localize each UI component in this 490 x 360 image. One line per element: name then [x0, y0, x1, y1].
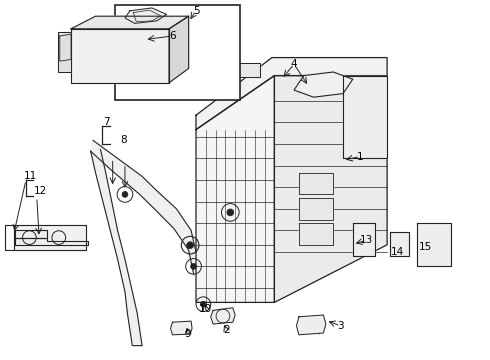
Text: 10: 10 — [199, 304, 212, 314]
Text: 7: 7 — [103, 117, 110, 127]
Polygon shape — [196, 58, 387, 130]
Text: 2: 2 — [223, 325, 230, 336]
Polygon shape — [15, 230, 47, 238]
Text: 9: 9 — [185, 329, 192, 339]
Polygon shape — [211, 63, 260, 77]
Text: 11: 11 — [24, 171, 37, 181]
Polygon shape — [58, 32, 71, 72]
Circle shape — [227, 209, 234, 216]
Text: 3: 3 — [337, 321, 344, 331]
Polygon shape — [417, 223, 451, 266]
Polygon shape — [296, 315, 326, 335]
Text: 5: 5 — [193, 6, 199, 16]
Circle shape — [122, 192, 128, 197]
Polygon shape — [125, 8, 167, 23]
Text: 6: 6 — [169, 31, 176, 41]
Polygon shape — [169, 16, 189, 83]
Polygon shape — [343, 76, 387, 158]
Text: 15: 15 — [418, 242, 432, 252]
Bar — [115, 5, 240, 100]
Polygon shape — [211, 308, 235, 324]
Polygon shape — [294, 72, 353, 97]
Circle shape — [200, 301, 206, 307]
Polygon shape — [390, 232, 409, 256]
Polygon shape — [71, 29, 169, 83]
Text: 4: 4 — [291, 59, 297, 69]
Text: 14: 14 — [391, 247, 405, 257]
Polygon shape — [353, 223, 375, 256]
Polygon shape — [91, 149, 142, 346]
Text: 8: 8 — [120, 135, 127, 145]
Polygon shape — [274, 76, 387, 302]
Polygon shape — [171, 321, 192, 335]
Text: 1: 1 — [357, 152, 364, 162]
Circle shape — [187, 242, 194, 249]
Polygon shape — [196, 76, 274, 302]
Polygon shape — [91, 140, 196, 274]
Polygon shape — [14, 225, 86, 250]
Polygon shape — [71, 16, 189, 29]
Text: 12: 12 — [33, 186, 47, 196]
Circle shape — [191, 264, 196, 269]
Polygon shape — [299, 173, 333, 194]
Polygon shape — [299, 223, 333, 245]
Polygon shape — [299, 198, 333, 220]
Polygon shape — [15, 238, 88, 245]
Text: 13: 13 — [360, 235, 373, 246]
